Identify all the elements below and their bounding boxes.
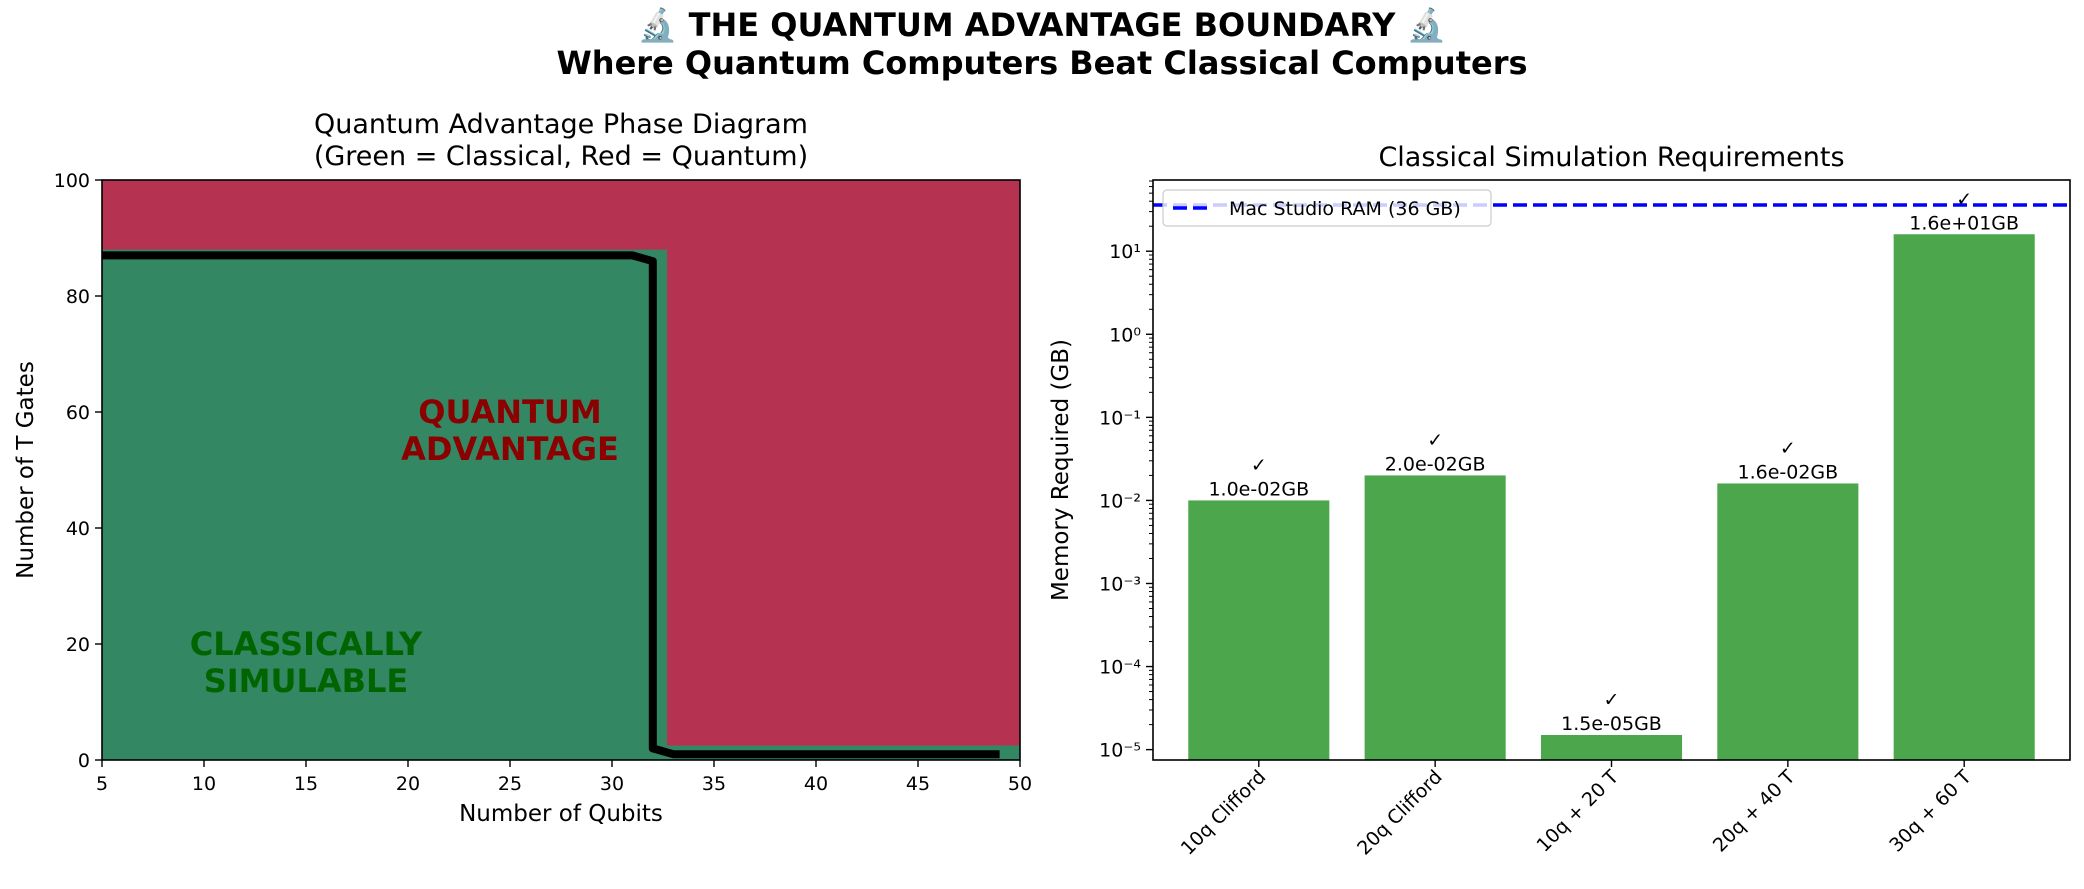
x-tick-label: 25: [498, 773, 522, 795]
phase-diagram-panel: QUANTUM ADVANTAGE CLASSICALLY SIMULABLE 5 10 1…: [13, 109, 1032, 827]
memory-bar: [1717, 483, 1859, 760]
y-tick-label: 10⁻⁴: [1099, 657, 1141, 679]
x-tick-label: 35: [702, 773, 726, 795]
memory-bar: [1540, 734, 1683, 760]
x-tick-label: 5: [96, 773, 108, 795]
memory-bar: [1893, 234, 2035, 760]
bar-value-label: 1.0e-02GB: [1208, 478, 1309, 500]
y-tick-label: 10⁰: [1109, 324, 1141, 346]
feasible-check-mark: ✓: [1956, 188, 1972, 210]
y-tick-label: 10⁻⁵: [1099, 740, 1141, 762]
x-category-label: 10q + 20 T: [1532, 766, 1623, 857]
y-tick-label: 20: [66, 634, 90, 656]
quantum-advantage-label: QUANTUM ADVANTAGE: [401, 393, 619, 468]
bar-value-label: 1.5e-05GB: [1561, 713, 1662, 735]
y-tick-label: 10⁻²: [1099, 490, 1141, 512]
memory-bar: [1188, 500, 1330, 760]
x-tick-label: 20: [396, 773, 420, 795]
plot-frame: [1152, 179, 2071, 761]
plot-frame: [101, 179, 1021, 761]
y-axis-label: Memory Required (GB): [1048, 339, 1074, 601]
memory-bar-chart-panel: 10⁻⁵10⁻⁴10⁻³10⁻²10⁻¹10⁰10¹1.0e-02GB✓10q …: [1048, 142, 2071, 860]
x-category-label: 10q Clifford: [1177, 766, 1271, 860]
legend-box: [1162, 189, 1492, 227]
classically-simulable-label: CLASSICALLY SIMULABLE: [190, 625, 423, 700]
bar-value-label: 1.6e-02GB: [1737, 461, 1838, 483]
x-tick-label: 50: [1008, 773, 1032, 795]
y-axis-label: Number of T Gates: [13, 361, 39, 579]
x-category-label: 20q Clifford: [1353, 766, 1447, 860]
bar-chart-title: Classical Simulation Requirements: [1378, 142, 1844, 173]
x-tick-label: 30: [600, 773, 624, 795]
bar-value-label: 2.0e-02GB: [1385, 453, 1486, 475]
legend-label: Mac Studio RAM (36 GB): [1229, 198, 1461, 220]
feasible-check-mark: ✓: [1780, 437, 1796, 459]
x-tick-label: 45: [906, 773, 930, 795]
y-tick-label: 40: [66, 518, 90, 540]
y-tick-label: 80: [66, 286, 90, 308]
x-tick-label: 40: [804, 773, 828, 795]
figure-title-line2: Where Quantum Computers Beat Classical C…: [556, 44, 1528, 82]
bar-value-label: 1.6e+01GB: [1909, 212, 2019, 234]
phase-diagram-title: Quantum Advantage Phase Diagram (Green = …: [314, 109, 808, 172]
figure-title-line1: 🔬 THE QUANTUM ADVANTAGE BOUNDARY 🔬: [637, 6, 1447, 44]
x-tick-label: 15: [294, 773, 318, 795]
y-tick-label: 60: [66, 402, 90, 424]
x-axis-label: Number of Qubits: [459, 801, 663, 827]
classical-region: [102, 249, 668, 760]
x-tick-label: 10: [192, 773, 216, 795]
y-tick-label: 0: [78, 750, 90, 772]
y-tick-label: 100: [54, 170, 90, 192]
y-tick-label: 10⁻¹: [1099, 407, 1141, 429]
feasible-check-mark: ✓: [1604, 689, 1620, 711]
y-tick-label: 10¹: [1109, 241, 1141, 263]
memory-bar: [1364, 475, 1506, 760]
y-tick-label: 10⁻³: [1099, 573, 1141, 595]
advantage-boundary-line: [102, 251, 1000, 759]
feasible-check-mark: ✓: [1427, 429, 1443, 451]
feasible-check-mark: ✓: [1251, 454, 1267, 476]
x-category-label: 30q + 60 T: [1885, 766, 1976, 857]
x-category-label: 20q + 40 T: [1709, 766, 1800, 857]
